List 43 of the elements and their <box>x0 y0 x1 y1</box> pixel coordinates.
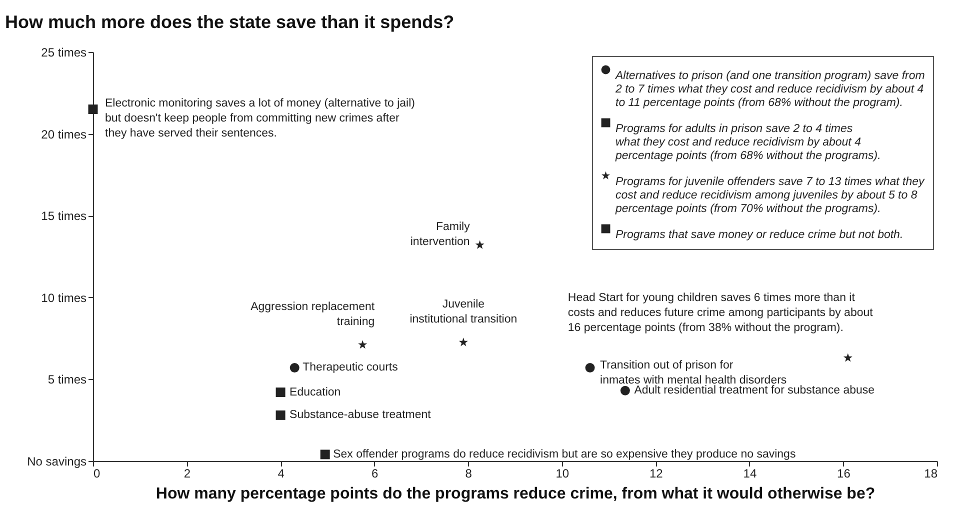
y-tick-label: 10 times <box>41 290 86 305</box>
point <box>290 363 300 372</box>
annotation: Electronic monitoring saves a lot of money (alternative to jail) but doesn't keep people from committing new crimes after they have served their sentences. <box>105 97 416 140</box>
annotation: Juvenile institutional transition <box>410 298 518 326</box>
x-tick-label: 6 <box>371 466 378 480</box>
annotation: Adult residential treatment for substance abuse <box>634 384 875 397</box>
legend-label: Programs that save money or reduce crime but not both. <box>616 228 904 241</box>
point <box>276 388 286 398</box>
annotation: Substance-abuse treatment <box>290 409 432 422</box>
x-axis-title: How many percentage points do the programs reduce crime, from what it would otherwise be? <box>156 486 876 502</box>
annotation: Therapeutic courts <box>302 362 398 374</box>
point <box>843 353 852 362</box>
annotation: Education <box>290 386 341 398</box>
point <box>475 240 484 249</box>
point <box>276 410 286 420</box>
y-tick-label: 25 times <box>41 46 86 60</box>
point <box>358 340 368 349</box>
legend-label: Alternatives to prison (and one transition program) save from 2 to 7 times what they cost and reduce recidivism by about 4 to 11 percentage points (from 68% without the program). <box>614 70 926 109</box>
x-tick-label: 18 <box>924 466 938 480</box>
x-tick-label: 12 <box>649 466 664 480</box>
y-tick-label: No savings <box>27 454 86 468</box>
x-tick-label: 14 <box>743 466 757 480</box>
annotation: Sex offender programs do reduce recidivism but are so expensive they produce no savings <box>333 448 796 460</box>
y-tick-label: 5 times <box>48 372 86 387</box>
point <box>585 363 595 372</box>
y-tick-label: 20 times <box>41 127 86 142</box>
x-tick-label: 16 <box>837 466 851 480</box>
annotation: Family intervention <box>410 221 470 248</box>
point <box>320 450 330 460</box>
point <box>458 338 468 346</box>
point <box>620 386 630 396</box>
point <box>88 104 98 114</box>
y-tick-label: 15 times <box>41 209 86 224</box>
x-tick-label: 0 <box>94 466 100 480</box>
chart-title: How much more does the state save than it spends? <box>5 12 454 32</box>
annotation: Aggression replacement training <box>250 300 376 328</box>
x-tick-label: 4 <box>278 466 285 480</box>
legend-label: Programs for adults in prison save 2 to 4 times what they cost and reduce recidivism by about 4 percentage points (from 68% without the programs). <box>614 122 881 162</box>
annotation: Head Start for young children saves 6 times more than it costs and reduces future crime among participants by about 16 percentage points (from 38% without the program). <box>568 292 874 334</box>
legend-label: Programs for juvenile offenders save 7 to 13 times what they cost and reduce recidivism among juveniles by about 5 to 8 percentage points (from 70% without the programs). <box>614 176 926 215</box>
x-tick-label: 8 <box>465 466 472 480</box>
x-tick-label: 10 <box>556 466 570 480</box>
x-tick-label: 2 <box>184 466 191 480</box>
